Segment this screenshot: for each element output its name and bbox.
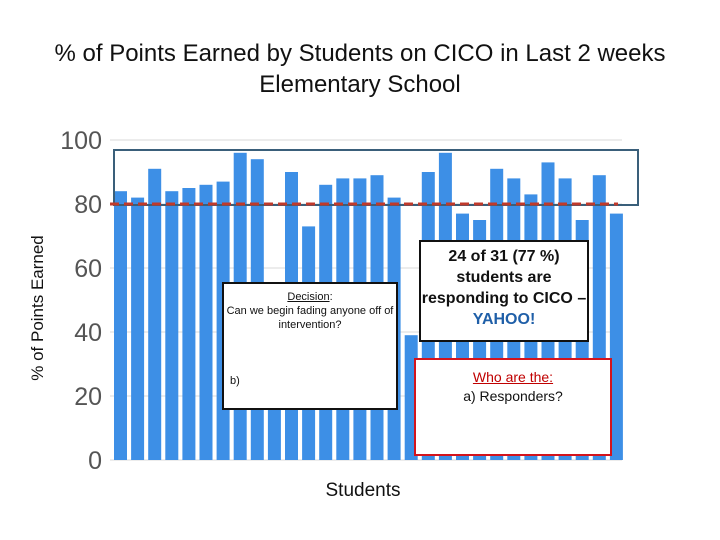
decision-title: Decision	[287, 291, 330, 303]
y-tick-label: 20	[74, 383, 102, 411]
y-tick-label: 60	[74, 255, 102, 283]
who-title: Who are the:	[472, 369, 554, 385]
bar	[609, 213, 623, 460]
decision-callout: Decision: Can we begin fading anyone off…	[222, 282, 398, 410]
bar	[114, 191, 127, 460]
responding-callout: 24 of 31 (77 %) students are responding …	[419, 240, 589, 342]
chart-title-line2: Elementary School	[259, 71, 461, 98]
y-tick-label: 40	[74, 319, 102, 347]
responding-text: 24 of 31 (77 %) students are responding …	[421, 248, 587, 307]
bar	[148, 168, 162, 461]
y-tick-label: 100	[60, 127, 102, 155]
y-tick-label: 80	[74, 191, 102, 219]
bar	[182, 188, 196, 460]
responding-emphasis: YAHOO!	[472, 311, 536, 328]
bar	[131, 197, 145, 460]
y-tick-labels: 0 20 40 60 80 100	[60, 127, 102, 475]
chart-title: % of Points Earned by Students on CICO i…	[0, 38, 720, 100]
chart-title-line1: % of Points Earned by Students on CICO i…	[54, 40, 666, 67]
bar	[199, 184, 213, 461]
decision-b: b)	[230, 375, 240, 387]
x-axis-label: Students	[325, 480, 401, 501]
who-callout: Who are the: a) Responders?	[414, 358, 612, 456]
decision-text: Can we begin fading anyone off of interv…	[226, 305, 394, 331]
bar	[165, 191, 179, 460]
decision-colon: :	[329, 291, 333, 303]
y-tick-label: 0	[88, 447, 102, 475]
who-item-a: a) Responders?	[463, 388, 563, 404]
